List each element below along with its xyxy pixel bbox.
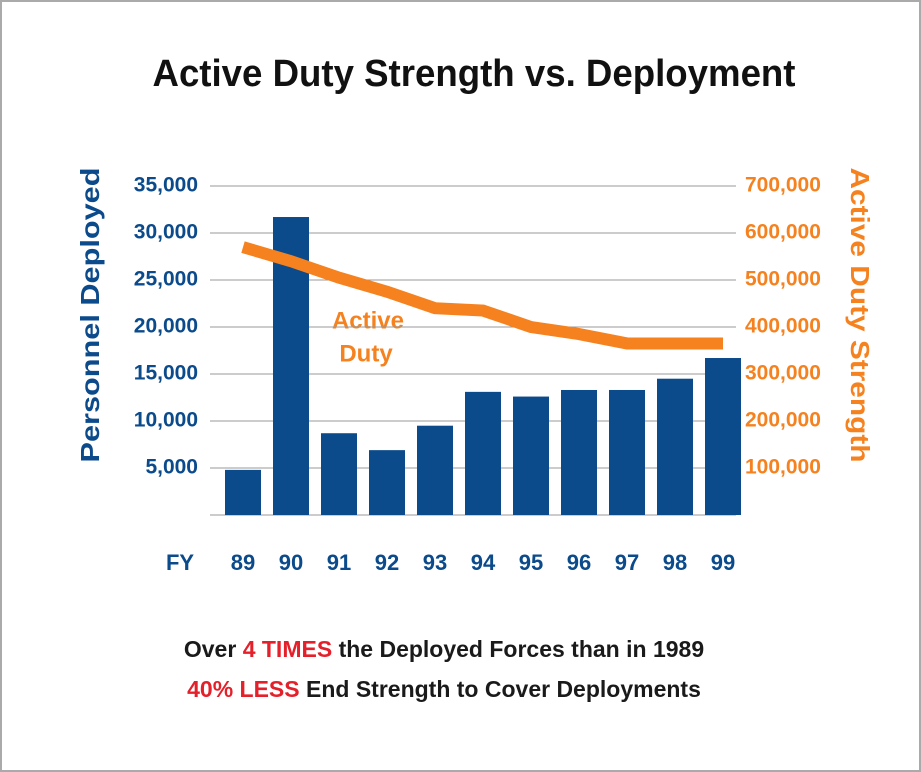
- y-tick-label: 35,000: [134, 174, 198, 197]
- y-axis-title: Personnel Deployed: [75, 168, 105, 463]
- x-tick-label: 93: [423, 550, 447, 575]
- bar: [465, 391, 501, 515]
- footer-text: 4 TIMES: [243, 636, 332, 662]
- bar: [705, 358, 741, 515]
- x-tick-label: 96: [567, 550, 591, 575]
- x-tick-label: 95: [519, 550, 543, 575]
- x-tick-label: 99: [711, 550, 735, 575]
- y2-tick-label: 600,000: [745, 221, 821, 244]
- bar: [561, 389, 597, 515]
- footer-line: Over 4 TIMES the Deployed Forces than in…: [184, 636, 704, 662]
- footer-text: 40% LESS: [187, 676, 300, 702]
- footer-text: the Deployed Forces than in 1989: [339, 636, 705, 662]
- x-tick-label: 97: [615, 550, 639, 575]
- y2-tick-label: 700,000: [745, 174, 821, 197]
- annotation: Active: [332, 307, 404, 334]
- y-tick-label: 20,000: [134, 315, 198, 338]
- bar: [369, 450, 405, 515]
- chart-title: Active Duty Strength vs. Deployment: [153, 53, 796, 95]
- y-tick-label: 30,000: [134, 221, 198, 244]
- x-axis-title: FY: [166, 550, 194, 575]
- footer-text: Over: [184, 636, 236, 662]
- y-tick-label: 5,000: [145, 456, 198, 479]
- bar: [417, 425, 453, 515]
- y2-tick-label: 300,000: [745, 362, 821, 385]
- y2-axis-title: Active Duty Strength: [845, 168, 875, 463]
- footer-text: End Strength to Cover Deployments: [306, 676, 701, 702]
- bar: [513, 396, 549, 515]
- bar: [609, 389, 645, 515]
- bar: [321, 433, 357, 515]
- x-tick-label: 91: [327, 550, 351, 575]
- bar: [225, 469, 261, 515]
- y2-tick-label: 500,000: [745, 268, 821, 291]
- y2-tick-label: 100,000: [745, 456, 821, 479]
- y-tick-label: 25,000: [134, 268, 198, 291]
- y-tick-label: 15,000: [134, 362, 198, 385]
- y-tick-label: 10,000: [134, 409, 198, 432]
- annotation: Duty: [339, 340, 393, 367]
- x-tick-label: 89: [231, 550, 255, 575]
- bar: [657, 378, 693, 515]
- y2-tick-label: 400,000: [745, 315, 821, 338]
- y2-tick-label: 200,000: [745, 409, 821, 432]
- x-tick-label: 92: [375, 550, 399, 575]
- line: [241, 241, 723, 350]
- x-tick-label: 98: [663, 550, 687, 575]
- x-tick-label: 94: [471, 550, 496, 575]
- footer-line: 40% LESS End Strength to Cover Deploymen…: [187, 676, 701, 702]
- x-tick-label: 90: [279, 550, 303, 575]
